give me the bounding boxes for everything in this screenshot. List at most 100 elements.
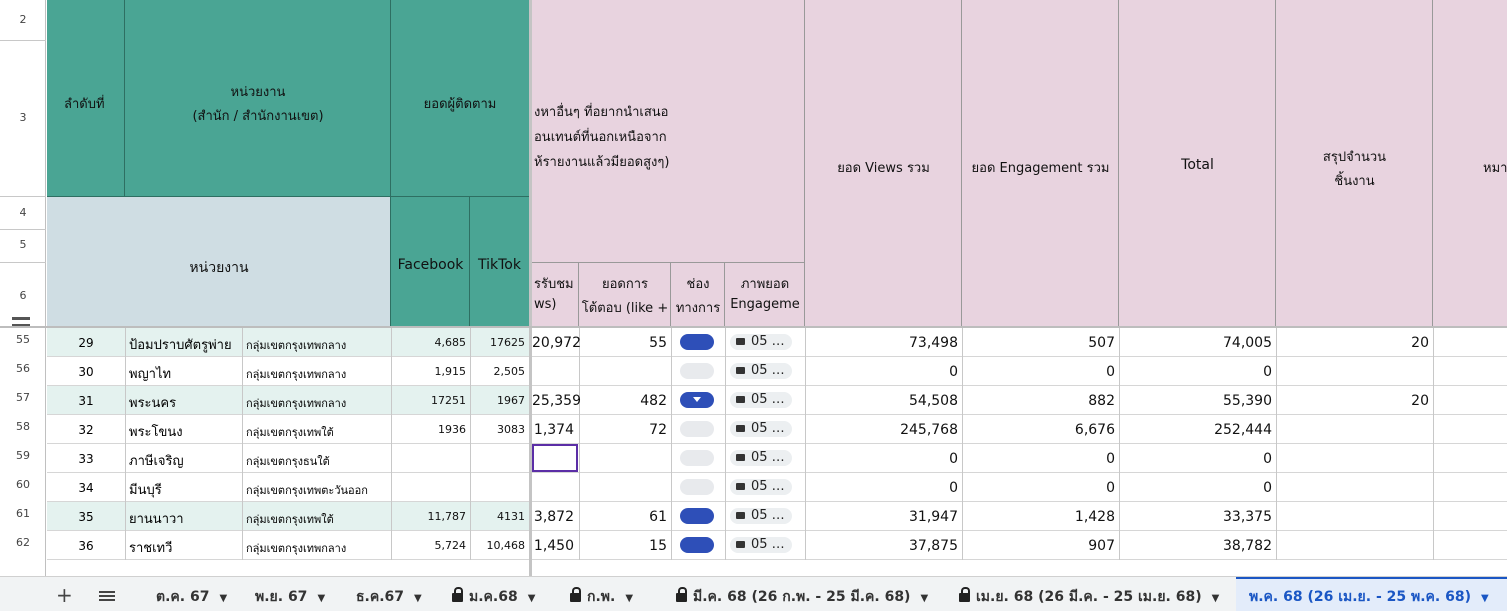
row-index-cell[interactable]: 31 bbox=[78, 394, 94, 408]
row-index-cell[interactable]: 36 bbox=[78, 539, 94, 553]
unit-name-cell[interactable]: พระโขนง bbox=[129, 425, 183, 440]
total-cell[interactable]: 33,375 bbox=[1223, 509, 1272, 525]
channel-chip[interactable] bbox=[680, 508, 714, 524]
unit-name-cell[interactable]: ภาษีเจริญ bbox=[129, 454, 184, 469]
engagement-cell[interactable]: 72 bbox=[649, 422, 667, 438]
channel-chip-empty[interactable] bbox=[680, 363, 714, 379]
image-chip[interactable]: 05 … bbox=[730, 392, 792, 408]
tiktok-cell[interactable]: 17625 bbox=[490, 336, 525, 349]
row-index-cell[interactable]: 29 bbox=[78, 336, 94, 350]
channel-chip-empty[interactable] bbox=[680, 421, 714, 437]
channel-chip[interactable] bbox=[680, 537, 714, 553]
total-cell[interactable]: 252,444 bbox=[1214, 422, 1272, 438]
row-number[interactable]: 62 bbox=[16, 536, 30, 549]
unit-group-cell[interactable]: กลุ่มเขตกรุงเทพกลาง bbox=[246, 542, 347, 555]
unit-group-cell[interactable]: กลุ่มเขตกรุงเทพใต้ bbox=[246, 513, 334, 526]
total-cell[interactable]: 0 bbox=[1263, 451, 1272, 467]
unit-name-cell[interactable]: มีนบุรี bbox=[129, 483, 162, 498]
engagement-cell[interactable]: 15 bbox=[649, 538, 667, 554]
row-number-2[interactable]: 2 bbox=[19, 13, 27, 26]
row-number-5[interactable]: 5 bbox=[19, 238, 27, 251]
row-index-cell[interactable]: 34 bbox=[78, 481, 94, 495]
channel-chip-empty[interactable] bbox=[680, 450, 714, 466]
row-number[interactable]: 57 bbox=[16, 391, 30, 404]
plus-icon[interactable]: + bbox=[56, 583, 73, 607]
tiktok-cell[interactable]: 4131 bbox=[497, 510, 525, 523]
total-engagement-cell[interactable]: 0 bbox=[1106, 451, 1115, 467]
total-views-cell[interactable]: 31,947 bbox=[909, 509, 958, 525]
image-chip[interactable]: 05 … bbox=[730, 537, 792, 553]
total-cell[interactable]: 38,782 bbox=[1223, 538, 1272, 554]
unit-group-cell[interactable]: กลุ่มเขตกรุงเทพตะวันออก bbox=[246, 484, 368, 497]
sheet-tab-active[interactable] bbox=[1236, 577, 1507, 611]
row-number-4[interactable]: 4 bbox=[19, 206, 27, 219]
tiktok-cell[interactable]: 10,468 bbox=[486, 539, 526, 552]
row-index-cell[interactable]: 32 bbox=[78, 423, 94, 437]
unit-group-cell[interactable]: กลุ่มเขตกรุงธนใต้ bbox=[246, 455, 330, 468]
hamburger-icon[interactable] bbox=[99, 591, 115, 601]
row-number[interactable]: 55 bbox=[16, 333, 30, 346]
total-engagement-cell[interactable]: 1,428 bbox=[1074, 509, 1115, 525]
total-cell[interactable]: 0 bbox=[1263, 364, 1272, 380]
freeze-handle-icon[interactable] bbox=[12, 317, 30, 327]
sheet-tab[interactable]: เม.ย. 68 (26 มี.ค. - 25 เม.ย. 68) ▼ bbox=[959, 586, 1219, 608]
engagement-cell[interactable]: 55 bbox=[649, 335, 667, 351]
engagement-cell[interactable]: 482 bbox=[640, 393, 667, 409]
row-number[interactable]: 58 bbox=[16, 420, 30, 433]
total-views-cell[interactable]: 0 bbox=[949, 480, 958, 496]
row-number[interactable]: 59 bbox=[16, 449, 30, 462]
total-views-cell[interactable]: 73,498 bbox=[909, 335, 958, 351]
summary-cell[interactable]: 20 bbox=[1411, 393, 1429, 409]
unit-group-cell[interactable]: กลุ่มเขตกรุงเทพกลาง bbox=[246, 339, 347, 352]
tiktok-cell[interactable]: 3083 bbox=[497, 423, 525, 436]
unit-group-cell[interactable]: กลุ่มเขตกรุงเทพกลาง bbox=[246, 397, 347, 410]
sheet-tab-label[interactable]: พ.ค. 68 (26 เม.ย. - 25 พ.ค. 68) ▼ bbox=[1249, 589, 1489, 605]
total-views-cell[interactable]: 54,508 bbox=[909, 393, 958, 409]
unit-name-cell[interactable]: ราชเทวี bbox=[129, 541, 173, 556]
unit-name-cell[interactable]: ป้อมปราบศัตรูพ่าย bbox=[129, 338, 232, 353]
image-chip[interactable]: 05 … bbox=[730, 479, 792, 495]
unit-group-cell[interactable]: กลุ่มเขตกรุงเทพใต้ bbox=[246, 426, 334, 439]
row-index-cell[interactable]: 30 bbox=[78, 365, 94, 379]
tiktok-cell[interactable]: 1967 bbox=[497, 394, 525, 407]
views-cell[interactable]: 20,972 bbox=[532, 335, 581, 351]
total-views-cell[interactable]: 245,768 bbox=[900, 422, 958, 438]
unit-name-cell[interactable]: ยานนาวา bbox=[129, 512, 184, 527]
views-cell[interactable]: 3,872 bbox=[533, 509, 574, 525]
facebook-cell[interactable]: 1936 bbox=[438, 423, 466, 436]
views-cell[interactable]: 25,359 bbox=[532, 393, 581, 409]
sheet-tab[interactable]: ต.ค. 67 ▼ bbox=[156, 589, 228, 605]
total-engagement-cell[interactable]: 907 bbox=[1088, 538, 1115, 554]
row-number-6[interactable]: 6 bbox=[19, 289, 27, 302]
image-chip[interactable]: 05 … bbox=[730, 363, 792, 379]
channel-chip[interactable] bbox=[680, 334, 714, 350]
facebook-cell[interactable]: 11,787 bbox=[427, 510, 467, 523]
total-engagement-cell[interactable]: 6,676 bbox=[1074, 422, 1115, 438]
image-chip[interactable]: 05 … bbox=[730, 508, 792, 524]
facebook-cell[interactable]: 4,685 bbox=[434, 336, 467, 349]
image-chip[interactable]: 05 … bbox=[730, 421, 792, 437]
unit-group-cell[interactable]: กลุ่มเขตกรุงเทพกลาง bbox=[246, 368, 347, 381]
channel-dropdown[interactable] bbox=[680, 392, 714, 408]
row-number[interactable]: 60 bbox=[16, 478, 30, 491]
row-number[interactable]: 56 bbox=[16, 362, 30, 375]
sheet-tab[interactable]: มี.ค. 68 (26 ก.พ. - 25 มี.ค. 68) ▼ bbox=[676, 586, 928, 608]
facebook-cell[interactable]: 1,915 bbox=[434, 365, 467, 378]
row-number-3[interactable]: 3 bbox=[19, 111, 27, 124]
views-cell[interactable]: 1,450 bbox=[533, 538, 574, 554]
facebook-cell[interactable]: 5,724 bbox=[434, 539, 467, 552]
total-cell[interactable]: 55,390 bbox=[1223, 393, 1272, 409]
total-cell[interactable]: 0 bbox=[1263, 480, 1272, 496]
unit-name-cell[interactable]: พระนคร bbox=[129, 396, 177, 411]
image-chip[interactable]: 05 … bbox=[730, 334, 792, 350]
facebook-cell[interactable]: 17251 bbox=[431, 394, 466, 407]
selected-cell[interactable] bbox=[532, 444, 578, 472]
engagement-cell[interactable]: 61 bbox=[649, 509, 667, 525]
sheet-tab[interactable]: ก.พ. ▼ bbox=[570, 586, 633, 608]
row-number[interactable]: 61 bbox=[16, 507, 30, 520]
sheet-tab[interactable]: ธ.ค.67 ▼ bbox=[356, 589, 422, 605]
total-cell[interactable]: 74,005 bbox=[1223, 335, 1272, 351]
channel-chip-empty[interactable] bbox=[680, 479, 714, 495]
tiktok-cell[interactable]: 2,505 bbox=[493, 365, 526, 378]
total-views-cell[interactable]: 37,875 bbox=[909, 538, 958, 554]
